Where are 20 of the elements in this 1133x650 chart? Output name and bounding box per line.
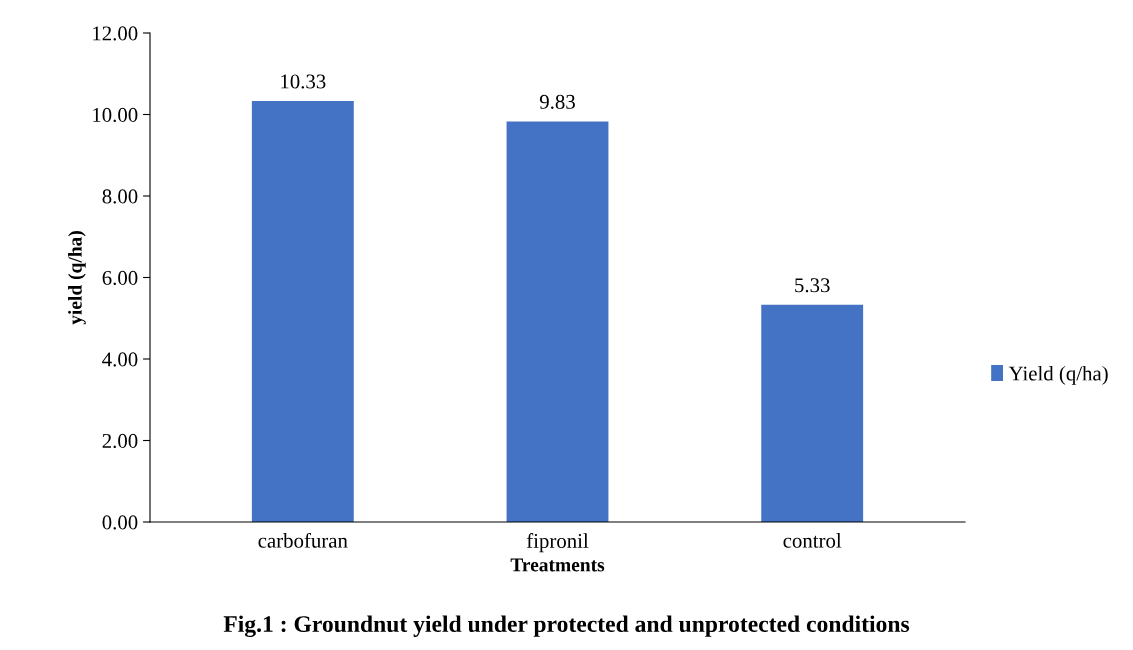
y-tick-label: 4.00 [102, 352, 138, 367]
text: 10.33 [281, 74, 326, 89]
text: 5.33 [795, 278, 830, 293]
x-tick-label: fipronil [526, 533, 589, 553]
y-tick-label: 0.00 [102, 515, 138, 530]
y-tick-label: 8.00 [102, 189, 138, 204]
bar [506, 121, 609, 522]
x-axis-title: Treatments [510, 558, 605, 572]
text: 9.83 [539, 94, 575, 109]
bar [761, 304, 864, 522]
y-tick-label: 10.00 [93, 107, 138, 123]
text: Fig.1 : Groundnut yield under protected and unprotected conditions [223, 615, 910, 637]
y-tick-label: 2.00 [102, 433, 138, 449]
legend-label: Yield (q/ha) [1008, 365, 1108, 385]
y-axis-title: yield (q/ha) [68, 231, 86, 325]
y-tick-label: 6.00 [102, 270, 138, 286]
bar [251, 101, 354, 522]
x-tick-label: control [783, 533, 842, 548]
y-tick-label: 12.00 [93, 26, 138, 41]
x-tick-label: carbofuran [258, 532, 348, 548]
